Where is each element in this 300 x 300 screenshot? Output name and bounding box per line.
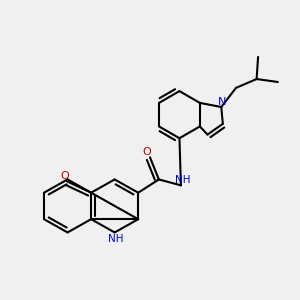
Text: NH: NH (175, 175, 190, 185)
Text: O: O (60, 171, 69, 181)
Text: N: N (218, 97, 226, 107)
Text: NH: NH (108, 234, 124, 244)
Text: O: O (143, 147, 152, 157)
